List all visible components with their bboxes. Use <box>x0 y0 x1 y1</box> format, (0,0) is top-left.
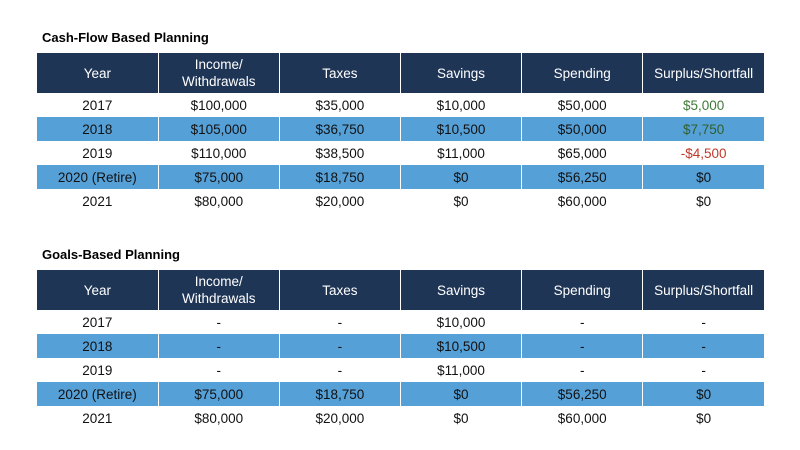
cell-income: $110,000 <box>157 141 280 165</box>
cell-shortfall: -$4,500 <box>642 141 764 165</box>
cell-savings: $0 <box>399 382 522 406</box>
cell-taxes: - <box>278 358 401 382</box>
goals-title: Goals-Based Planning <box>42 247 180 262</box>
cell-savings: $10,000 <box>399 310 522 334</box>
cell-income: - <box>157 334 280 358</box>
cell-income: $100,000 <box>157 93 280 117</box>
cell-surplus: - <box>642 310 764 334</box>
cell-year: 2018 <box>37 117 159 141</box>
cell-taxes: $36,750 <box>278 117 401 141</box>
cell-taxes: - <box>278 334 401 358</box>
table-row: 2020 (Retire) $75,000 $18,750 $0 $56,250… <box>37 382 764 406</box>
cell-savings: $0 <box>399 189 522 213</box>
table-header-row: Year Income/Withdrawals Taxes Savings Sp… <box>37 270 764 310</box>
cell-income: $105,000 <box>157 117 280 141</box>
cell-surplus: - <box>642 334 764 358</box>
cell-spending: $56,250 <box>521 165 643 189</box>
table-row: 2019 $110,000 $38,500 $11,000 $65,000 -$… <box>37 141 764 165</box>
cell-year: 2019 <box>82 362 113 378</box>
cell-taxes: $18,750 <box>278 165 401 189</box>
cell-taxes: - <box>278 310 401 334</box>
cell-income: $80,000 <box>157 189 280 213</box>
cell-spending: $50,000 <box>521 117 643 141</box>
cell-surplus: $0 <box>642 406 764 430</box>
table-row: 2021 $80,000 $20,000 $0 $60,000 $0 <box>37 189 764 213</box>
cell-savings: $0 <box>399 165 522 189</box>
cell-taxes: $18,750 <box>278 382 401 406</box>
col-header-year: Year <box>37 53 159 93</box>
cell-taxes: $35,000 <box>278 93 401 117</box>
cell-spending: $56,250 <box>521 382 643 406</box>
cell-income: - <box>157 358 280 382</box>
cell-savings: $0 <box>399 406 522 430</box>
cashflow-table: Year Income/Withdrawals Taxes Savings Sp… <box>37 53 764 213</box>
cell-year: 2020 (Retire) <box>37 165 159 189</box>
table-row: 2017 $100,000 $35,000 $10,000 $50,000 $5… <box>37 93 764 117</box>
col-header-surplus: Surplus/Shortfall <box>642 270 764 310</box>
cell-savings: $11,000 <box>399 358 522 382</box>
cell-taxes: $20,000 <box>278 406 401 430</box>
table-row: 2019 - - $11,000 - - <box>37 358 764 382</box>
cell-spending: $65,000 <box>521 141 643 165</box>
col-header-income: Income/Withdrawals <box>157 270 280 310</box>
cell-year: 2018 <box>37 334 159 358</box>
cell-spending: - <box>521 358 643 382</box>
col-header-spending: Spending <box>521 270 643 310</box>
cell-income: - <box>157 310 280 334</box>
col-header-income-line2: Withdrawals <box>181 74 256 89</box>
cell-surplus: $0 <box>642 165 764 189</box>
cell-income: $75,000 <box>157 165 280 189</box>
table-row: 2020 (Retire) $75,000 $18,750 $0 $56,250… <box>37 165 764 189</box>
cell-year: 2020 (Retire) <box>37 382 159 406</box>
table-row: 2017 - - $10,000 - - <box>37 310 764 334</box>
col-header-year: Year <box>37 270 159 310</box>
table-row: 2018 $105,000 $36,750 $10,500 $50,000 $7… <box>37 117 764 141</box>
col-header-income-line1: Income/ <box>194 274 243 289</box>
cell-taxes: $20,000 <box>278 189 401 213</box>
cell-surplus: $0 <box>642 189 764 213</box>
cell-year: 2021 <box>82 410 113 426</box>
cell-savings: $10,000 <box>399 93 522 117</box>
cell-savings: $10,500 <box>399 117 522 141</box>
goals-table: Year Income/Withdrawals Taxes Savings Sp… <box>37 270 764 430</box>
cell-income: $75,000 <box>157 382 280 406</box>
cell-surplus: $7,750 <box>642 117 764 141</box>
cell-year: 2021 <box>82 193 113 209</box>
cell-spending: - <box>521 310 643 334</box>
col-header-surplus: Surplus/Shortfall <box>642 53 764 93</box>
cell-spending: - <box>521 334 643 358</box>
cell-taxes: $38,500 <box>278 141 401 165</box>
cell-year: 2017 <box>82 97 113 113</box>
col-header-savings: Savings <box>399 270 522 310</box>
col-header-income-line1: Income/ <box>194 57 243 72</box>
col-header-taxes: Taxes <box>278 270 401 310</box>
cell-spending: $60,000 <box>521 189 643 213</box>
cell-surplus: $0 <box>642 382 764 406</box>
cell-year: 2017 <box>82 314 113 330</box>
table-row: 2021 $80,000 $20,000 $0 $60,000 $0 <box>37 406 764 430</box>
col-header-savings: Savings <box>399 53 522 93</box>
col-header-income: Income/Withdrawals <box>157 53 280 93</box>
cell-spending: $60,000 <box>521 406 643 430</box>
cell-year: 2019 <box>82 145 113 161</box>
cell-income: $80,000 <box>157 406 280 430</box>
cell-savings: $11,000 <box>399 141 522 165</box>
col-header-taxes: Taxes <box>278 53 401 93</box>
cashflow-title: Cash-Flow Based Planning <box>42 30 209 45</box>
cell-surplus: - <box>642 358 764 382</box>
col-header-income-line2: Withdrawals <box>181 291 256 306</box>
table-header-row: Year Income/Withdrawals Taxes Savings Sp… <box>37 53 764 93</box>
col-header-spending: Spending <box>521 53 643 93</box>
table-row: 2018 - - $10,500 - - <box>37 334 764 358</box>
cell-surplus: $5,000 <box>642 93 764 117</box>
cell-savings: $10,500 <box>399 334 522 358</box>
cell-spending: $50,000 <box>521 93 643 117</box>
